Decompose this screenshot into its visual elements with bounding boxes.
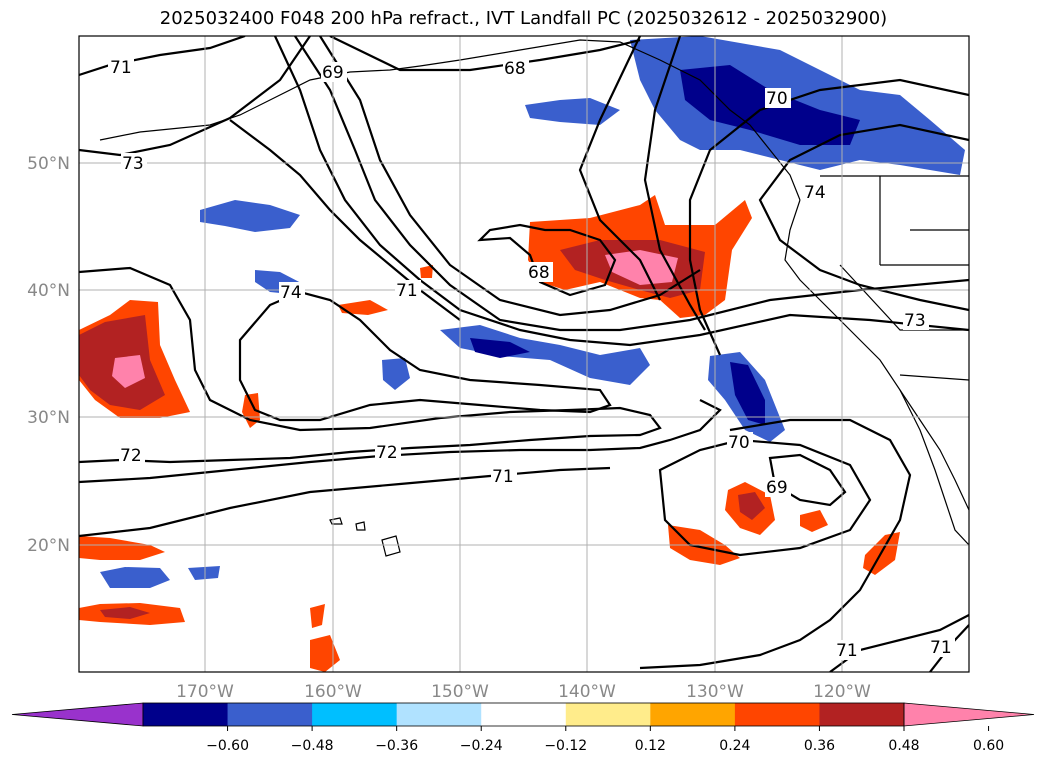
- contour-label-72-center: 72: [376, 443, 398, 463]
- contour-label-71-nw: 71: [110, 58, 132, 78]
- shading-orange-small3: [338, 300, 388, 315]
- lon-label-120w: 120°W: [813, 682, 871, 702]
- contour-label-68-closed: 68: [528, 263, 550, 283]
- contour-label-73-west: 73: [122, 154, 144, 174]
- contour-72: [79, 399, 722, 484]
- contour-label-68-top: 68: [504, 59, 526, 79]
- contour-71-north: [79, 36, 246, 77]
- colorbar-box: [143, 703, 229, 726]
- contour-74-closed: [238, 290, 612, 422]
- lat-label-40n: 40°N: [27, 281, 70, 301]
- shading-orange-small5: [420, 265, 433, 278]
- lon-label-140w: 140°W: [558, 682, 616, 702]
- lon-label-150w: 150°W: [431, 682, 489, 702]
- colorbar-box: [481, 703, 567, 726]
- lat-label-50n: 50°N: [27, 154, 70, 174]
- shading-pink-left: [112, 355, 145, 388]
- lon-label-160w: 160°W: [304, 682, 362, 702]
- colorbar-box: [819, 703, 905, 726]
- contour-trough-3: [319, 36, 701, 317]
- contour-ridge-1: [578, 36, 661, 301]
- shading-blue-west: [200, 200, 300, 232]
- latitude-labels: 50°N 40°N 30°N 20°N: [27, 154, 70, 556]
- colorbar-tick-label: −0.24: [460, 738, 503, 754]
- contour-trough-2: [294, 36, 969, 332]
- colorbar-tick-label: 0.48: [888, 738, 919, 754]
- hawaii-2: [355, 521, 366, 531]
- colorbar-tick-label: 0.60: [973, 738, 1004, 754]
- shading-orange-small1: [800, 510, 828, 532]
- lon-label-170w: 170°W: [176, 682, 234, 702]
- mexico-border: [899, 374, 969, 381]
- shading-blue-south2: [188, 566, 220, 580]
- colorbar-tick-label: −0.60: [206, 738, 249, 754]
- contour-label-74-east: 74: [804, 183, 826, 203]
- lon-label-130w: 130°W: [686, 682, 744, 702]
- colorbar-extend-low: [11, 702, 144, 727]
- colorbar: −0.60 −0.48 −0.36 −0.24 −0.12 0.12 0.24 0.36 0.4…: [11, 702, 1035, 754]
- contour-ridge-2: [643, 36, 706, 331]
- contour-label-69-closed: 69: [766, 478, 788, 498]
- ivt-shading: [79, 36, 965, 672]
- shading-navy-band: [470, 338, 530, 358]
- contour-label-73-east: 73: [904, 311, 926, 331]
- contour-trough-1: [274, 36, 969, 347]
- colorbar-tick-label: −0.48: [291, 738, 334, 754]
- shading-blue-small1: [382, 358, 410, 390]
- contour-label-70-ne: 70: [766, 89, 788, 109]
- shading-pink-central: [605, 250, 678, 285]
- contour-label-71-trough: 71: [396, 281, 418, 301]
- longitude-labels: 170°W 160°W 150°W 140°W 130°W 120°W: [176, 682, 871, 702]
- state-line-4: [839, 264, 969, 331]
- bc-coast: [784, 199, 969, 511]
- colorbar-tick-label: −0.36: [375, 738, 418, 754]
- contour-label-69-top: 69: [322, 63, 344, 83]
- colorbar-tick-label: 0.36: [804, 738, 835, 754]
- colorbar-box: [734, 703, 820, 726]
- colorbar-box: [227, 703, 313, 726]
- colorbar-outline: [142, 702, 905, 727]
- colorbar-tick-label: −0.12: [544, 738, 587, 754]
- map-frame: [78, 35, 970, 673]
- contour-71-middle: [79, 466, 611, 538]
- contour-label-71-center: 71: [492, 467, 514, 487]
- contour-labels: 71 69 68 70 73 74 71 74 68 73 72 72 71: [108, 56, 955, 661]
- contour-ridge-4: [758, 123, 969, 312]
- contour-label-70-closed: 70: [728, 433, 750, 453]
- lat-label-20n: 20°N: [27, 536, 70, 556]
- shading-red-south-left: [100, 607, 150, 619]
- shading-red-south-center2: [738, 492, 765, 520]
- contour-label-71-south: 71: [836, 641, 858, 661]
- shading-orange-small6: [310, 604, 325, 628]
- map-content: 71 69 68 70 73 74 71 74 68 73 72 72 71: [79, 36, 969, 672]
- gridlines: [79, 36, 969, 672]
- colorbar-extend-high: [903, 702, 1035, 727]
- shading-blue-nw: [525, 98, 620, 125]
- colorbar-box: [312, 703, 398, 726]
- colorbar-box: [396, 703, 482, 726]
- hawaii-3: [381, 535, 401, 557]
- contour-label-74-closed: 74: [280, 283, 302, 303]
- lat-label-30n: 30°N: [27, 408, 70, 428]
- colorbar-box: [650, 703, 736, 726]
- contour-label-72-west: 72: [120, 446, 142, 466]
- contour-74-outer: [79, 266, 662, 464]
- hawaii-1: [329, 517, 343, 525]
- chart-title: 2025032400 F048 200 hPa refract., IVT La…: [159, 8, 888, 29]
- contour-68-closed: [477, 223, 617, 297]
- shading-navy-east: [730, 362, 765, 425]
- shading-orange-south-left: [79, 536, 165, 560]
- contour-70-outer: [639, 418, 912, 670]
- refractivity-contours: [79, 36, 969, 672]
- contour-73-north: [79, 36, 311, 157]
- shading-blue-south: [100, 567, 170, 588]
- contour-label-71-southeast: 71: [930, 638, 952, 658]
- contour-ridge-3: [688, 78, 969, 356]
- baja-coast: [899, 389, 969, 546]
- colorbar-box: [565, 703, 651, 726]
- colorbar-tick-label: 0.24: [719, 738, 750, 754]
- colorbar-tick-label: 0.12: [635, 738, 666, 754]
- shading-blue-band: [440, 325, 650, 385]
